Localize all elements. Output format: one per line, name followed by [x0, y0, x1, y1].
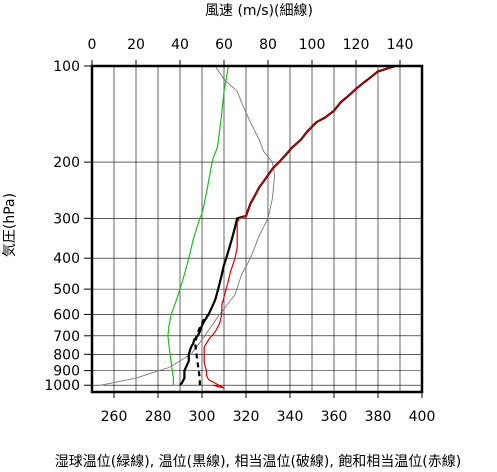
- wind-tick-label: 60: [215, 37, 233, 53]
- temperature-tick-label: 300: [189, 409, 216, 425]
- pressure-tick-label: 300: [53, 211, 80, 227]
- pressure-tick-label: 800: [53, 347, 80, 363]
- temperature-tick-label: 280: [145, 409, 172, 425]
- pressure-tick-label: 600: [53, 307, 80, 323]
- pressure-tick-label: 400: [53, 251, 80, 267]
- temperature-tick-label: 340: [277, 409, 304, 425]
- temperature-tick-label: 320: [233, 409, 260, 425]
- plot-frame: [90, 64, 424, 394]
- series-line-3: [194, 313, 210, 386]
- temperature-tick-label: 380: [365, 409, 392, 425]
- left-axis-label: 気圧(hPa): [2, 193, 18, 257]
- pressure-tick-label: 100: [53, 59, 80, 75]
- pressure-tick-label: 700: [53, 329, 80, 345]
- top-axis-label: 風速 (m/s)(細線): [205, 3, 313, 19]
- wind-tick-label: 140: [387, 37, 414, 53]
- wind-tick-label: 40: [171, 37, 189, 53]
- pressure-tick-label: 500: [53, 282, 80, 298]
- wind-tick-label: 120: [343, 37, 370, 53]
- pressure-tick-label: 200: [53, 155, 80, 171]
- temperature-tick-label: 360: [321, 409, 348, 425]
- series-lines: [100, 64, 396, 389]
- series-line-1: [167, 65, 229, 386]
- wind-tick-label: 80: [259, 37, 277, 53]
- series-line-0: [100, 65, 276, 386]
- temperature-tick-label: 400: [409, 409, 436, 425]
- wind-tick-label: 0: [88, 37, 97, 53]
- grid-lines: [92, 65, 422, 392]
- pressure-tick-label: 1000: [44, 378, 80, 394]
- temperature-tick-label: 260: [101, 409, 128, 425]
- series-line-4: [203, 65, 396, 389]
- wind-tick-label: 20: [127, 37, 145, 53]
- series-line-2: [179, 64, 396, 386]
- bottom-axis-label: 湿球温位(緑線), 温位(黒線), 相当温位(破線), 飽和相当温位(赤線): [55, 453, 461, 470]
- pressure-tick-label: 900: [53, 364, 80, 380]
- wind-tick-label: 100: [299, 37, 326, 53]
